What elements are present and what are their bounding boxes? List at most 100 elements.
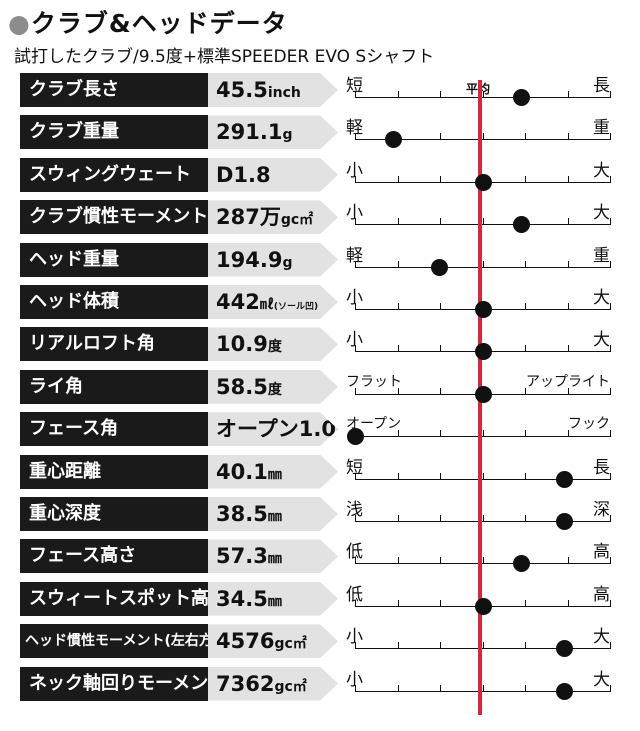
- scale-marker: [474, 343, 492, 361]
- scale-tick: [440, 684, 441, 692]
- row-value: 38.5㎜: [208, 497, 338, 531]
- row-value: 442㎖(ソール凹): [208, 285, 338, 319]
- value-unit: ㎜: [267, 593, 282, 610]
- scale-tick: [355, 260, 356, 268]
- value-unit: inch: [267, 85, 301, 101]
- value-number: 442: [216, 290, 260, 314]
- scale-tick: [355, 557, 356, 565]
- rating-scale: [355, 555, 611, 573]
- scale-marker: [512, 216, 530, 234]
- value-number: 291.1: [216, 120, 283, 145]
- scale-tick: [567, 133, 569, 141]
- scale-tick: [525, 345, 526, 353]
- scale-tick: [397, 472, 399, 480]
- rating-scale: [355, 513, 611, 530]
- rating-scale: [355, 470, 611, 488]
- title-text: クラブ&ヘッドデータ: [30, 9, 288, 38]
- scale-tick: [525, 642, 526, 650]
- scale-min-label: 小: [346, 627, 363, 648]
- table-row: クラブ重量 291.1g 軽重: [0, 115, 640, 150]
- scale-tick: [440, 430, 441, 438]
- scale-max-label: 大: [593, 669, 610, 690]
- scale-tick: [355, 175, 356, 183]
- scale-tick: [567, 345, 569, 353]
- value-number: D1.8: [216, 162, 271, 187]
- scale-tick: [525, 303, 526, 310]
- scale-tick: [567, 260, 569, 268]
- value-number: 45.5: [216, 78, 268, 102]
- row-label: スウィートスポット高さ: [20, 581, 208, 616]
- row-value: 57.3㎜: [208, 539, 338, 574]
- value-unit: 度: [267, 381, 282, 398]
- scale-tick: [440, 599, 441, 607]
- value-unit-note: (ソール凹): [273, 302, 319, 312]
- scale-tick: [567, 599, 569, 607]
- page-title: ●クラブ&ヘッドデータ: [8, 4, 288, 40]
- value-number: 10.9: [216, 332, 268, 357]
- scale-tick: [482, 684, 484, 692]
- scale-tick: [397, 175, 399, 183]
- table-row: ヘッド体積 442㎖(ソール凹) 小大: [0, 285, 640, 319]
- scale-max-label: 大: [593, 330, 610, 351]
- value-unit: 度: [267, 339, 282, 356]
- row-label: ライ角: [20, 369, 208, 404]
- scale-tick: [482, 218, 484, 226]
- table-row: スウィングウェート D1.8 小 大: [0, 157, 640, 192]
- row-label: 重心距離: [20, 454, 208, 489]
- value-unit: 度: [336, 424, 338, 440]
- scale-tick: [355, 218, 356, 226]
- row-value: 7362gc㎡: [208, 666, 338, 701]
- scale-tick: [397, 430, 399, 438]
- scale-tick: [610, 599, 611, 607]
- scale-tick: [482, 260, 484, 268]
- scale-tick: [355, 387, 356, 395]
- scale-tick: [525, 684, 526, 692]
- scale-tick: [525, 430, 526, 438]
- scale-tick: [397, 684, 399, 692]
- scale-tick: [397, 642, 399, 650]
- scale-min-label: 小: [346, 669, 363, 690]
- scale-tick: [610, 515, 611, 522]
- scale-tick: [525, 175, 526, 183]
- value-number: 34.5: [216, 586, 268, 611]
- scale-tick: [355, 133, 356, 141]
- scale-tick: [440, 175, 441, 183]
- scale-tick: [397, 515, 399, 522]
- scale-tick: [482, 133, 484, 141]
- scale-tick: [610, 133, 611, 141]
- scale-min-label: 浅: [346, 500, 363, 520]
- scale-tick: [397, 303, 399, 310]
- scale-max-label: 高: [593, 584, 610, 605]
- scale-tick: [482, 557, 484, 565]
- scale-marker: [474, 173, 492, 191]
- row-value: オープン1.0度: [208, 412, 338, 447]
- scale-min-label: 軽: [346, 118, 363, 139]
- scale-tick: [525, 133, 526, 141]
- row-value: 45.5inch: [208, 73, 338, 107]
- rating-scale: [355, 597, 611, 615]
- row-label: クラブ重量: [20, 115, 208, 150]
- scale-tick: [440, 218, 441, 226]
- scale-min-label: 軽: [346, 245, 363, 266]
- scale-tick: [567, 175, 569, 183]
- scale-marker: [556, 640, 574, 658]
- rating-scale: [355, 216, 611, 234]
- value-number: 58.5: [216, 374, 268, 399]
- row-label: リアルロフト角: [20, 327, 208, 362]
- table-row: クラブ長さ 45.5inch 短長: [0, 73, 640, 107]
- scale-min-label: 短: [346, 76, 363, 96]
- rating-scale: [355, 640, 611, 658]
- scale-tick: [397, 91, 399, 98]
- scale-marker: [556, 513, 574, 530]
- row-label: ヘッド体積: [20, 285, 208, 319]
- scale-max-label: 重: [593, 245, 610, 266]
- rating-scale: [355, 131, 611, 149]
- scale-tick: [440, 345, 441, 353]
- value-unit: ㎜: [267, 551, 282, 568]
- scale-tick: [440, 642, 441, 650]
- scale-tick: [482, 642, 484, 650]
- scale-tick: [355, 642, 356, 650]
